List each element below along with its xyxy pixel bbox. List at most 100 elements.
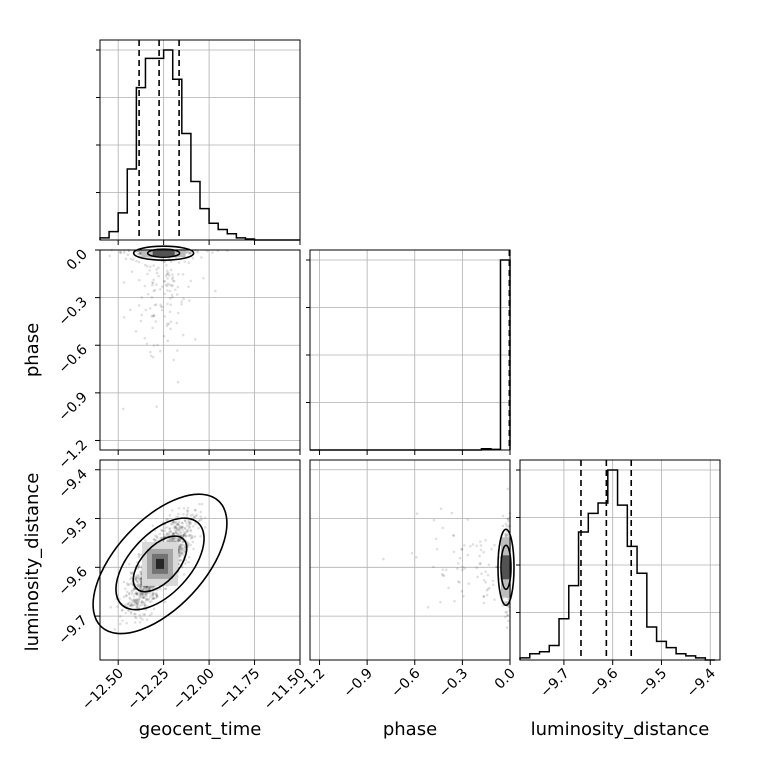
- scatter-point-geocent-time-vs-luminosity-distance: [139, 586, 142, 590]
- scatter-point-geocent-time-vs-luminosity-distance: [137, 574, 141, 577]
- scatter-point-geocent-time-vs-phase: [155, 405, 158, 408]
- scatter-point-geocent-time-vs-luminosity-distance: [180, 549, 183, 552]
- scatter-point-geocent-time-vs-luminosity-distance: [200, 502, 204, 506]
- scatter-point-geocent-time-vs-phase: [165, 272, 169, 276]
- scatter-point-geocent-time-vs-luminosity-distance: [193, 508, 197, 512]
- scatter-point-geocent-time-vs-luminosity-distance: [177, 520, 181, 524]
- scatter-point-geocent-time-vs-phase: [180, 300, 184, 303]
- scatter-point-geocent-time-vs-luminosity-distance: [144, 588, 148, 592]
- x-tick-label-phase-2: −0.6: [388, 665, 423, 700]
- scatter-point-geocent-time-vs-luminosity-distance: [179, 531, 183, 535]
- scatter-point-geocent-time-vs-phase: [171, 276, 175, 279]
- scatter-point-geocent-time-vs-phase: [162, 260, 166, 264]
- scatter-point-phase-vs-luminosity-distance: [486, 587, 490, 591]
- scatter-point-geocent-time-vs-phase: [165, 263, 168, 267]
- scatter-point-geocent-time-vs-luminosity-distance: [138, 570, 142, 574]
- contour-geocent-time-vs-luminosity-distance-1: [115, 517, 205, 611]
- scatter-point-phase-vs-luminosity-distance: [426, 605, 430, 609]
- scatter-point-geocent-time-vs-luminosity-distance: [178, 558, 181, 562]
- scatter-point-geocent-time-vs-luminosity-distance: [141, 593, 145, 596]
- scatter-point-geocent-time-vs-luminosity-distance: [134, 578, 138, 581]
- scatter-point-phase-vs-luminosity-distance: [415, 555, 418, 559]
- scatter-point-geocent-time-vs-luminosity-distance: [134, 599, 137, 603]
- scatter-point-geocent-time-vs-luminosity-distance: [138, 595, 141, 599]
- scatter-point-geocent-time-vs-luminosity-distance: [137, 564, 141, 568]
- scatter-point-geocent-time-vs-luminosity-distance: [181, 525, 185, 528]
- scatter-point-geocent-time-vs-luminosity-distance: [143, 587, 146, 591]
- scatter-point-geocent-time-vs-phase: [130, 270, 134, 273]
- scatter-point-geocent-time-vs-luminosity-distance: [193, 515, 196, 519]
- scatter-point-geocent-time-vs-phase: [155, 283, 158, 286]
- scatter-point-geocent-time-vs-luminosity-distance: [187, 526, 191, 530]
- scatter-point-geocent-time-vs-phase: [135, 259, 138, 263]
- scatter-point-geocent-time-vs-luminosity-distance: [165, 532, 169, 535]
- scatter-point-geocent-time-vs-luminosity-distance: [178, 530, 182, 534]
- scatter-point-geocent-time-vs-phase: [157, 266, 160, 270]
- scatter-point-geocent-time-vs-phase: [122, 316, 126, 319]
- scatter-point-geocent-time-vs-phase: [170, 293, 174, 297]
- scatter-point-geocent-time-vs-phase: [180, 302, 183, 306]
- scatter-point-geocent-time-vs-luminosity-distance: [171, 520, 175, 524]
- scatter-point-geocent-time-vs-luminosity-distance: [139, 580, 143, 583]
- y-tick-label-luminosity-distance-1: −9.6: [55, 564, 90, 599]
- scatter-point-geocent-time-vs-luminosity-distance: [141, 588, 144, 591]
- scatter-point-geocent-time-vs-luminosity-distance: [136, 585, 140, 588]
- scatter-point-geocent-time-vs-phase: [185, 251, 189, 254]
- scatter-point-geocent-time-vs-luminosity-distance: [136, 583, 139, 587]
- scatter-point-geocent-time-vs-luminosity-distance: [123, 603, 127, 607]
- scatter-point-geocent-time-vs-luminosity-distance: [178, 546, 182, 550]
- scatter-point-geocent-time-vs-phase: [159, 349, 162, 353]
- scatter-point-geocent-time-vs-luminosity-distance: [183, 531, 186, 534]
- scatter-point-geocent-time-vs-phase: [108, 254, 111, 258]
- scatter-point-phase-vs-luminosity-distance: [482, 550, 485, 554]
- scatter-point-geocent-time-vs-luminosity-distance: [144, 585, 147, 589]
- scatter-point-phase-vs-luminosity-distance: [506, 517, 510, 521]
- scatter-point-geocent-time-vs-luminosity-distance: [180, 547, 184, 550]
- scatter-point-geocent-time-vs-luminosity-distance: [129, 603, 133, 607]
- scatter-point-geocent-time-vs-luminosity-distance: [190, 536, 194, 539]
- scatter-point-geocent-time-vs-luminosity-distance: [183, 526, 187, 530]
- scatter-point-geocent-time-vs-phase: [148, 307, 152, 310]
- scatter-point-geocent-time-vs-phase: [164, 274, 168, 278]
- scatter-point-geocent-time-vs-luminosity-distance: [174, 526, 178, 529]
- scatter-point-geocent-time-vs-phase: [156, 343, 159, 347]
- contour-phase-vs-luminosity-distance-0: [500, 544, 512, 591]
- scatter-point-geocent-time-vs-luminosity-distance: [139, 616, 142, 620]
- scatter-point-geocent-time-vs-luminosity-distance: [170, 538, 174, 541]
- scatter-point-geocent-time-vs-phase: [152, 314, 156, 317]
- x-tick-label-phase-3: −0.3: [436, 666, 471, 701]
- scatter-point-geocent-time-vs-luminosity-distance: [186, 545, 190, 548]
- scatter-point-geocent-time-vs-phase: [166, 282, 170, 285]
- scatter-point-geocent-time-vs-luminosity-distance: [166, 539, 169, 543]
- scatter-point-geocent-time-vs-luminosity-distance: [150, 585, 153, 588]
- scatter-point-geocent-time-vs-phase: [187, 261, 191, 264]
- scatter-point-geocent-time-vs-phase: [186, 250, 190, 253]
- scatter-point-phase-vs-luminosity-distance: [478, 562, 482, 565]
- scatter-point-geocent-time-vs-luminosity-distance: [152, 597, 155, 600]
- scatter-point-geocent-time-vs-phase: [168, 310, 172, 314]
- scatter-point-geocent-time-vs-phase: [155, 268, 158, 271]
- scatter-point-geocent-time-vs-phase: [169, 327, 172, 331]
- scatter-point-geocent-time-vs-luminosity-distance: [148, 595, 152, 599]
- scatter-point-phase-vs-luminosity-distance: [506, 517, 510, 521]
- scatter-point-geocent-time-vs-phase: [137, 260, 141, 264]
- scatter-point-geocent-time-vs-luminosity-distance: [126, 603, 130, 606]
- scatter-point-geocent-time-vs-luminosity-distance: [126, 602, 130, 606]
- scatter-point-geocent-time-vs-phase: [150, 314, 153, 318]
- scatter-point-geocent-time-vs-luminosity-distance: [127, 562, 131, 566]
- scatter-point-geocent-time-vs-luminosity-distance: [165, 532, 169, 536]
- scatter-point-geocent-time-vs-luminosity-distance: [139, 572, 143, 576]
- scatter-point-geocent-time-vs-phase: [151, 314, 155, 318]
- scatter-point-geocent-time-vs-phase: [176, 311, 180, 315]
- scatter-point-geocent-time-vs-luminosity-distance: [147, 586, 151, 589]
- scatter-point-geocent-time-vs-luminosity-distance: [187, 534, 191, 537]
- scatter-point-geocent-time-vs-luminosity-distance: [180, 525, 183, 529]
- scatter-point-geocent-time-vs-luminosity-distance: [180, 551, 183, 554]
- scatter-point-geocent-time-vs-luminosity-distance: [151, 594, 155, 598]
- scatter-point-geocent-time-vs-luminosity-distance: [134, 612, 137, 616]
- scatter-point-geocent-time-vs-luminosity-distance: [124, 594, 128, 598]
- scatter-point-geocent-time-vs-luminosity-distance: [197, 526, 200, 530]
- scatter-point-geocent-time-vs-luminosity-distance: [166, 518, 170, 521]
- scatter-point-geocent-time-vs-luminosity-distance: [129, 572, 133, 575]
- scatter-point-geocent-time-vs-phase: [166, 273, 169, 276]
